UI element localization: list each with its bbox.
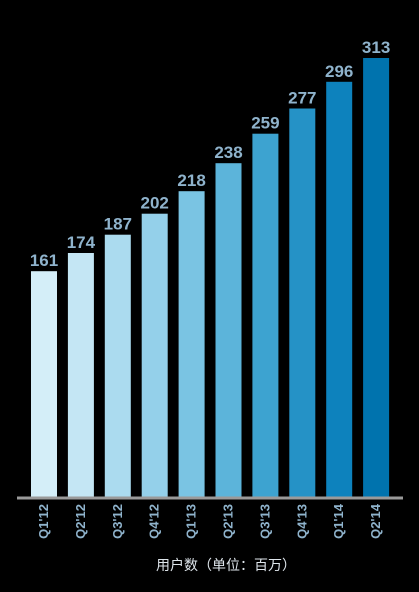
value-label-1: 174 <box>67 233 96 252</box>
tick-label-6: Q3'13 <box>257 504 272 539</box>
bar-8 <box>326 81 353 498</box>
value-label-6: 259 <box>251 114 279 133</box>
value-label-3: 202 <box>141 194 169 213</box>
tick-label-0: Q1'12 <box>36 504 51 539</box>
tick-label-2: Q3'12 <box>110 504 125 539</box>
value-label-9: 313 <box>362 38 390 57</box>
bar-6 <box>252 133 279 497</box>
bar-3 <box>141 213 168 497</box>
tick-labels-group: Q1'12 Q2'12 Q3'12 Q4'12 Q1'13 Q2'13 Q3'13 Q4'13… <box>36 503 383 539</box>
x-axis-title: 用户数（单位：百万） <box>156 557 296 573</box>
tick-label-3: Q4'12 <box>147 504 162 539</box>
tick-label-4: Q1'13 <box>184 504 199 539</box>
bar-5 <box>215 163 242 497</box>
bar-1 <box>67 253 94 497</box>
bar-2 <box>104 234 131 497</box>
value-label-0: 161 <box>30 251 58 270</box>
tick-label-8: Q1'14 <box>331 503 346 539</box>
tick-label-1: Q2'12 <box>73 504 88 539</box>
value-label-8: 296 <box>325 62 353 81</box>
bars-group <box>31 58 390 498</box>
tick-label-9: Q2'14 <box>368 503 383 539</box>
bar-0 <box>31 271 57 497</box>
value-labels-group: 161 174 187 202 218 238 259 277 296 313 <box>30 38 390 270</box>
value-label-2: 187 <box>104 215 132 234</box>
value-label-5: 238 <box>214 143 242 162</box>
tick-label-5: Q2'13 <box>221 504 236 539</box>
value-label-7: 277 <box>288 89 316 108</box>
bar-9 <box>363 58 390 497</box>
value-label-4: 218 <box>177 171 205 190</box>
bar-7 <box>289 108 316 497</box>
bar-4 <box>178 191 205 497</box>
tick-label-7: Q4'13 <box>294 504 309 539</box>
